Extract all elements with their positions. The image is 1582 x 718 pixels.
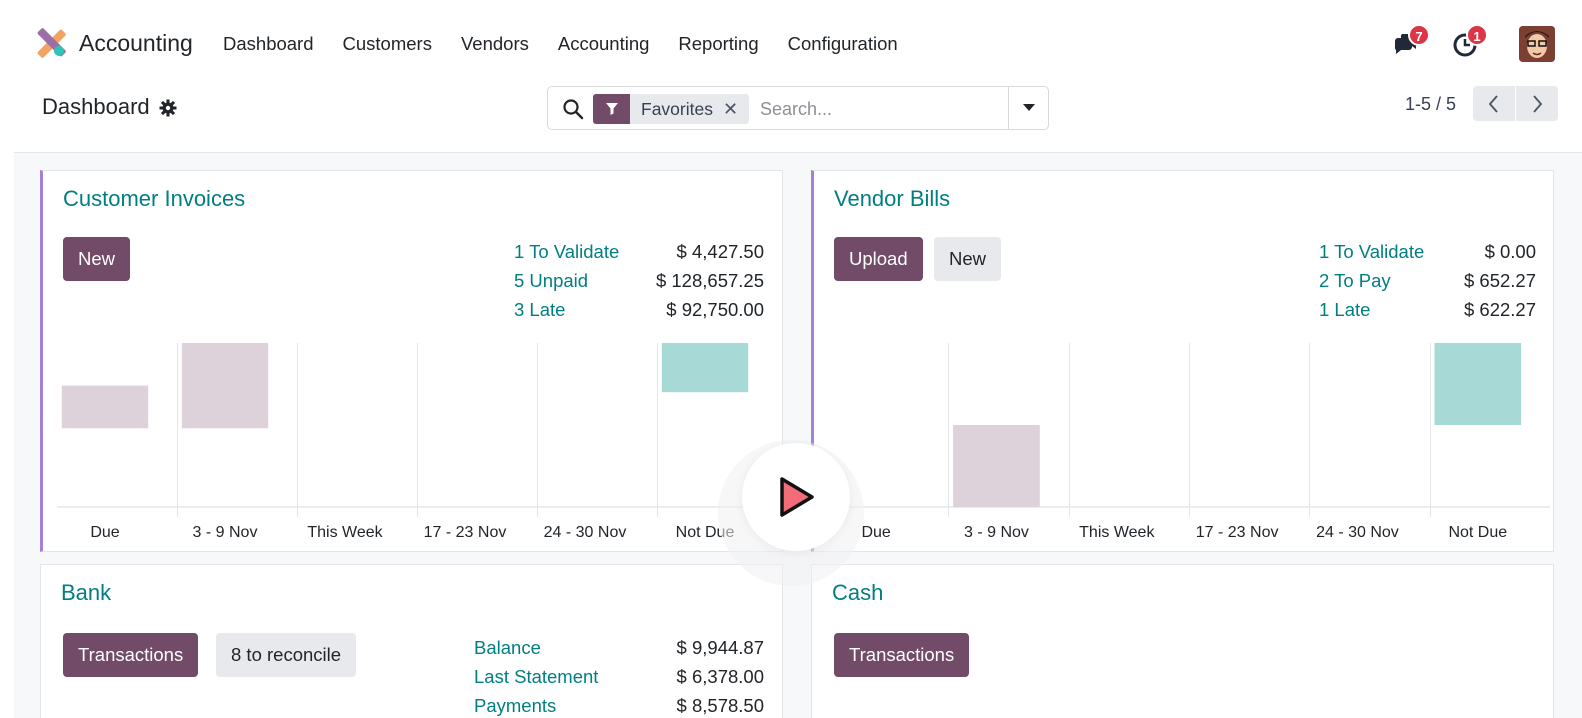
- stat-value: $ 128,657.25: [655, 270, 764, 291]
- stat-label[interactable]: Last Statement: [474, 666, 599, 687]
- play-icon: [780, 477, 814, 517]
- bill-stats: 1 To Validate $ 0.00 2 To Pay $ 652.27 1…: [1319, 237, 1536, 324]
- stat-value: $ 92,750.00: [666, 299, 764, 320]
- x-tick-label: 24 - 30 Nov: [1316, 524, 1399, 541]
- stat-value: $ 6,378.00: [676, 666, 764, 687]
- x-tick-label: 24 - 30 Nov: [544, 524, 627, 541]
- breadcrumb-dashboard: Dashboard: [42, 94, 150, 119]
- messages-badge: 7: [1408, 24, 1430, 46]
- vendor-bills-card: Vendor Bills Upload New 1 To Validate $ …: [811, 170, 1554, 552]
- pager-previous-button[interactable]: [1473, 86, 1515, 121]
- invoice-stats: 1 To Validate $ 4,427.50 5 Unpaid $ 128,…: [514, 237, 764, 324]
- chart-bar[interactable]: [953, 425, 1040, 507]
- stat-value: $ 622.27: [1463, 299, 1536, 320]
- main-menu: Dashboard Customers Vendors Accounting R…: [223, 33, 927, 55]
- search-icon[interactable]: [562, 98, 584, 120]
- stat-label[interactable]: Payments: [474, 695, 557, 716]
- facet-label: Favorites: [641, 99, 713, 119]
- x-tick-label: This Week: [1079, 524, 1155, 541]
- bank-stats: Balance $ 9,944.87 Last Statement $ 6,37…: [474, 633, 764, 718]
- bills-aging-chart[interactable]: Due 3 - 9 Nov This Week 17 - 23 Nov 24 - 30 …: [828, 343, 1550, 547]
- x-tick-label: Not Due: [1448, 524, 1507, 541]
- accounting-app-logo[interactable]: [36, 28, 66, 58]
- stat-value: $ 9,944.87: [676, 637, 764, 658]
- stat-label[interactable]: 1 To Validate: [514, 241, 620, 262]
- cash-transactions-button[interactable]: Transactions: [834, 633, 970, 677]
- menu-item-reporting[interactable]: Reporting: [678, 33, 759, 54]
- cash-card: Cash Transactions: [811, 564, 1554, 718]
- activities-badge: 1: [1466, 24, 1488, 46]
- chart-svg: Due 3 - 9 Nov This Week 17 - 23 Nov 24 - 30 …: [57, 343, 777, 541]
- chart-bar[interactable]: [661, 343, 749, 393]
- stat-row: Payments $ 8,578.50: [474, 691, 764, 718]
- chart-svg: Due 3 - 9 Nov This Week 17 - 23 Nov 24 - 30 …: [828, 343, 1550, 541]
- x-tick-label: Due: [861, 524, 890, 541]
- stat-value: $ 652.27: [1463, 270, 1536, 291]
- x-tick-label: 3 - 9 Nov: [193, 524, 258, 541]
- play-button[interactable]: [742, 443, 850, 551]
- x-tick-label: This Week: [307, 524, 383, 541]
- card-title[interactable]: Cash: [832, 580, 884, 605]
- bank-card: Bank Transactions 8 to reconcile Balance…: [40, 564, 783, 718]
- search-options-toggle[interactable]: [1008, 87, 1048, 129]
- search-facet-favorites: Favorites ✕: [593, 94, 749, 124]
- x-tick-label: Due: [90, 524, 119, 541]
- stat-row: Balance $ 9,944.87: [474, 633, 764, 662]
- stat-value: $ 8,578.50: [676, 695, 764, 716]
- x-tick-label: 3 - 9 Nov: [964, 524, 1029, 541]
- x-tick-label: 17 - 23 Nov: [424, 524, 507, 541]
- x-tick-label: 17 - 23 Nov: [1196, 524, 1279, 541]
- pager-next-button[interactable]: [1516, 86, 1558, 121]
- stat-row: 2 To Pay $ 652.27: [1319, 266, 1536, 295]
- app-name[interactable]: Accounting: [79, 30, 193, 56]
- chart-bar[interactable]: [181, 343, 269, 429]
- stat-label[interactable]: Balance: [474, 637, 541, 658]
- menu-item-vendors[interactable]: Vendors: [460, 33, 529, 54]
- stat-label[interactable]: 3 Late: [514, 299, 566, 320]
- stat-row: 1 To Validate $ 0.00: [1319, 237, 1536, 266]
- card-title[interactable]: Vendor Bills: [834, 186, 951, 211]
- menu-item-customers[interactable]: Customers: [342, 33, 432, 54]
- search-input[interactable]: [760, 94, 1000, 124]
- new-invoice-button[interactable]: New: [63, 237, 131, 281]
- caret-down-icon: [1022, 104, 1035, 111]
- stat-value: $ 4,427.50: [676, 241, 764, 262]
- customer-invoices-card: Customer Invoices New 1 To Validate $ 4,…: [40, 170, 783, 552]
- invoices-aging-chart[interactable]: Due 3 - 9 Nov This Week 17 - 23 Nov 24 - 30 …: [57, 343, 777, 547]
- bank-transactions-button[interactable]: Transactions: [63, 633, 199, 677]
- reconcile-button[interactable]: 8 to reconcile: [216, 633, 357, 677]
- stat-value: $ 0.00: [1484, 241, 1536, 262]
- filter-icon: [593, 94, 630, 124]
- new-bill-button[interactable]: New: [934, 237, 1002, 281]
- stat-label[interactable]: 1 To Validate: [1319, 241, 1425, 262]
- main-navbar: Accounting Dashboard Customers Vendors A…: [0, 0, 1582, 88]
- stat-label[interactable]: 2 To Pay: [1319, 270, 1391, 291]
- stat-row: Last Statement $ 6,378.00: [474, 662, 764, 691]
- menu-item-dashboard[interactable]: Dashboard: [223, 33, 314, 54]
- gear-icon[interactable]: [159, 99, 177, 117]
- menu-item-accounting[interactable]: Accounting: [557, 33, 650, 54]
- card-title[interactable]: Bank: [61, 580, 112, 605]
- stat-row: 5 Unpaid $ 128,657.25: [514, 266, 764, 295]
- stat-row: 3 Late $ 92,750.00: [514, 295, 764, 324]
- stat-label[interactable]: 1 Late: [1319, 299, 1371, 320]
- search-bar: Favorites ✕: [547, 86, 1049, 130]
- stat-row: 1 To Validate $ 4,427.50: [514, 237, 764, 266]
- facet-remove-icon[interactable]: ✕: [722, 99, 739, 119]
- chart-bar[interactable]: [61, 385, 149, 429]
- chevron-right-icon: [1533, 94, 1542, 113]
- user-avatar[interactable]: [1519, 26, 1555, 62]
- page-title: Dashboard: [42, 94, 177, 120]
- upload-bill-button[interactable]: Upload: [834, 237, 923, 281]
- stat-row: 1 Late $ 622.27: [1319, 295, 1536, 324]
- stat-label[interactable]: 5 Unpaid: [514, 270, 589, 291]
- chart-bar[interactable]: [1434, 343, 1522, 425]
- card-title[interactable]: Customer Invoices: [63, 186, 246, 211]
- chevron-left-icon: [1489, 94, 1498, 113]
- menu-item-configuration[interactable]: Configuration: [787, 33, 898, 54]
- pager-value[interactable]: 1-5 / 5: [1405, 94, 1457, 114]
